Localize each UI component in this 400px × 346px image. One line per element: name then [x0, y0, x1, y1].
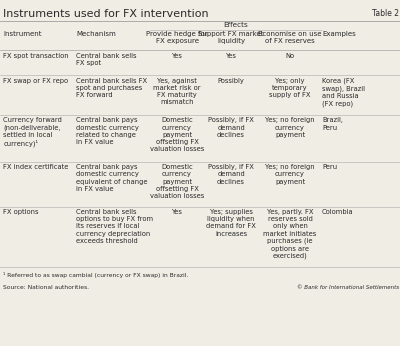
Text: FX swap or FX repo: FX swap or FX repo — [3, 78, 68, 83]
Text: FX index certificate: FX index certificate — [3, 164, 68, 170]
Text: Colombia: Colombia — [322, 209, 354, 215]
Text: Economise on use
of FX reserves: Economise on use of FX reserves — [258, 31, 322, 44]
Text: Domestic
currency
payment
offsetting FX
valuation losses: Domestic currency payment offsetting FX … — [150, 117, 204, 152]
Text: Yes, partly. FX
reserves sold
only when
market initiates
purchases (ie
options a: Yes, partly. FX reserves sold only when … — [263, 209, 317, 260]
Text: FX spot transaction: FX spot transaction — [3, 53, 69, 58]
Text: Table 2: Table 2 — [372, 9, 399, 18]
Text: Central bank sells
FX spot: Central bank sells FX spot — [76, 53, 136, 66]
Text: Yes: Yes — [226, 53, 236, 58]
Text: Yes; only
temporary
supply of FX: Yes; only temporary supply of FX — [269, 78, 311, 98]
Text: Provide hedge for
FX exposure: Provide hedge for FX exposure — [146, 31, 208, 44]
Text: Brazil,
Peru: Brazil, Peru — [322, 117, 343, 130]
Text: Examples: Examples — [322, 31, 356, 37]
Text: Central bank sells
options to buy FX from
its reserves if local
currency depreci: Central bank sells options to buy FX fro… — [76, 209, 153, 244]
Text: ¹ Referred to as swap cambial (currency or FX swap) in Brazil.: ¹ Referred to as swap cambial (currency … — [3, 272, 188, 278]
Text: Currency forward
(non-deliverable,
settled in local
currency)¹: Currency forward (non-deliverable, settl… — [3, 117, 62, 147]
Text: Support FX market
liquidity: Support FX market liquidity — [198, 31, 264, 44]
Text: Possibly, if FX
demand
declines: Possibly, if FX demand declines — [208, 117, 254, 138]
Text: Central bank pays
domestic currency
equivalent of change
in FX value: Central bank pays domestic currency equi… — [76, 164, 148, 192]
Text: Mechanism: Mechanism — [76, 31, 116, 37]
Text: Yes; supplies
liquidity when
demand for FX
increases: Yes; supplies liquidity when demand for … — [206, 209, 256, 237]
Text: Central bank pays
domestic currency
related to change
in FX value: Central bank pays domestic currency rela… — [76, 117, 139, 145]
Text: Yes, against
market risk or
FX maturity
mismatch: Yes, against market risk or FX maturity … — [153, 78, 201, 105]
Text: Yes; no foreign
currency
payment: Yes; no foreign currency payment — [265, 117, 315, 138]
Text: Yes: Yes — [172, 53, 182, 58]
Text: Yes: Yes — [172, 209, 182, 215]
Text: Instruments used for FX intervention: Instruments used for FX intervention — [3, 9, 209, 19]
Text: Possibly: Possibly — [218, 78, 244, 83]
Text: Source: National authorities.: Source: National authorities. — [3, 285, 89, 290]
Text: Yes; no foreign
currency
payment: Yes; no foreign currency payment — [265, 164, 315, 184]
Text: © Bank for International Settlements: © Bank for International Settlements — [297, 285, 399, 290]
Text: Central bank sells FX
spot and purchases
FX forward: Central bank sells FX spot and purchases… — [76, 78, 147, 98]
Text: FX options: FX options — [3, 209, 39, 215]
Text: No: No — [286, 53, 294, 58]
Text: Peru: Peru — [322, 164, 337, 170]
Text: Instrument: Instrument — [3, 31, 42, 37]
Text: Domestic
currency
payment
offsetting FX
valuation losses: Domestic currency payment offsetting FX … — [150, 164, 204, 199]
Text: Korea (FX
swap), Brazil
and Russia
(FX repo): Korea (FX swap), Brazil and Russia (FX r… — [322, 78, 365, 107]
Text: Effects: Effects — [224, 22, 248, 28]
Text: Possibly, if FX
demand
declines: Possibly, if FX demand declines — [208, 164, 254, 184]
